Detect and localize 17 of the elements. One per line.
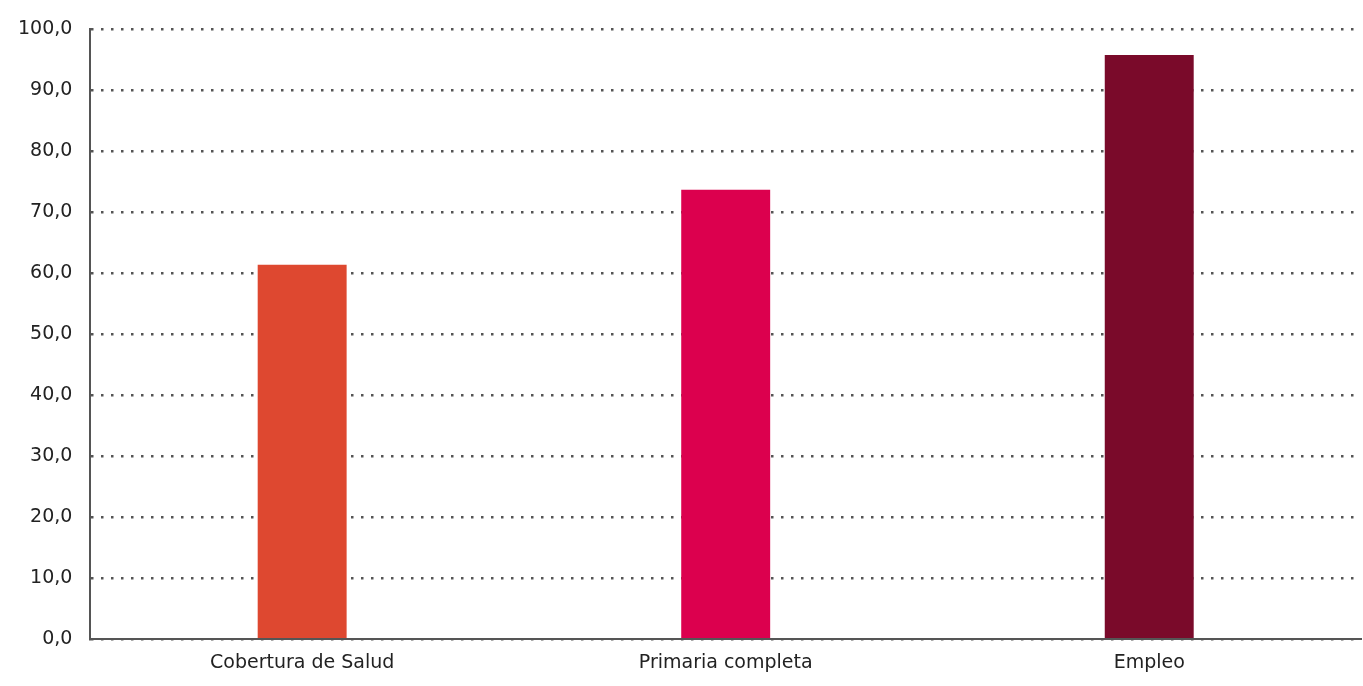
y-tick-label: 50,0 (30, 321, 73, 344)
bar (257, 264, 347, 638)
y-tick-label: 30,0 (30, 443, 73, 466)
y-tick-label: 20,0 (30, 504, 73, 527)
y-tick-label: 10,0 (30, 565, 73, 588)
x-tick-label: Empleo (1113, 649, 1185, 672)
y-tick-label: 40,0 (30, 382, 73, 405)
y-tick-label: 70,0 (30, 199, 73, 222)
bar (681, 189, 771, 638)
y-tick-label: 90,0 (30, 77, 73, 100)
x-tick-label: Primaria completa (638, 649, 813, 672)
y-tick-label: 0,0 (42, 626, 73, 649)
x-tick-label: Cobertura de Salud (210, 649, 395, 672)
bar (1104, 55, 1194, 638)
y-tick-label: 100,0 (17, 16, 73, 39)
y-tick-label: 60,0 (30, 260, 73, 283)
y-tick-label: 80,0 (30, 138, 73, 161)
